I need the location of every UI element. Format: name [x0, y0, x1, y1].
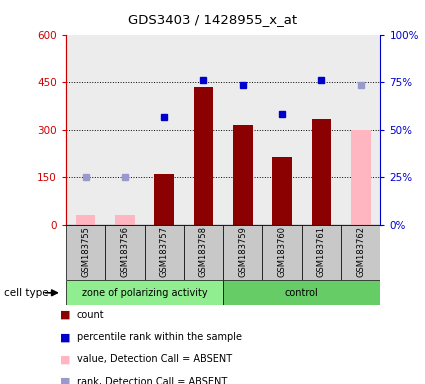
Text: GSM183761: GSM183761 [317, 226, 326, 277]
Bar [105, 225, 144, 280]
Text: zone of polarizing activity: zone of polarizing activity [82, 288, 207, 298]
Text: ■: ■ [60, 377, 70, 384]
Bar [66, 280, 223, 305]
Bar [351, 130, 371, 225]
Text: ■: ■ [60, 332, 70, 342]
Bar [223, 280, 380, 305]
Text: value, Detection Call = ABSENT: value, Detection Call = ABSENT [76, 354, 232, 364]
Text: GSM183759: GSM183759 [238, 226, 247, 277]
Bar [184, 225, 223, 280]
Bar [312, 119, 331, 225]
Text: ■: ■ [60, 310, 70, 320]
Text: rank, Detection Call = ABSENT: rank, Detection Call = ABSENT [76, 377, 227, 384]
Text: GSM183757: GSM183757 [160, 226, 169, 277]
Bar [262, 225, 302, 280]
Text: ■: ■ [60, 354, 70, 364]
Text: GDS3403 / 1428955_x_at: GDS3403 / 1428955_x_at [128, 13, 297, 26]
Bar [341, 225, 380, 280]
Bar [66, 225, 105, 280]
Bar [233, 125, 252, 225]
Bar [302, 225, 341, 280]
Bar [223, 225, 262, 280]
Text: GSM183756: GSM183756 [120, 226, 129, 277]
Text: GSM183762: GSM183762 [356, 226, 365, 277]
Bar [144, 225, 184, 280]
Text: count: count [76, 310, 104, 320]
Bar [272, 157, 292, 225]
Bar [76, 215, 95, 225]
Bar [115, 215, 135, 225]
Text: GSM183755: GSM183755 [81, 226, 90, 277]
Bar [194, 87, 213, 225]
Bar [154, 174, 174, 225]
Text: GSM183760: GSM183760 [278, 226, 286, 277]
Text: GSM183758: GSM183758 [199, 226, 208, 277]
Text: control: control [285, 288, 319, 298]
Text: cell type: cell type [4, 288, 49, 298]
Text: percentile rank within the sample: percentile rank within the sample [76, 332, 241, 342]
